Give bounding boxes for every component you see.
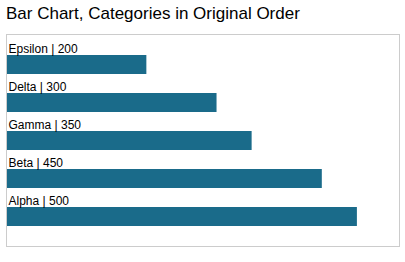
svg-text:Delta | 300: Delta | 300 bbox=[9, 81, 67, 95]
svg-text:Alpha | 500: Alpha | 500 bbox=[9, 195, 70, 209]
svg-text:Epsilon | 200: Epsilon | 200 bbox=[9, 43, 78, 57]
html-text:Bar Chart, Categories in Origi: Bar Chart, Categories in Original Order bbox=[6, 4, 300, 23]
svg-text:Beta | 450: Beta | 450 bbox=[9, 157, 64, 171]
svg-text:Gamma | 350: Gamma | 350 bbox=[9, 119, 82, 133]
